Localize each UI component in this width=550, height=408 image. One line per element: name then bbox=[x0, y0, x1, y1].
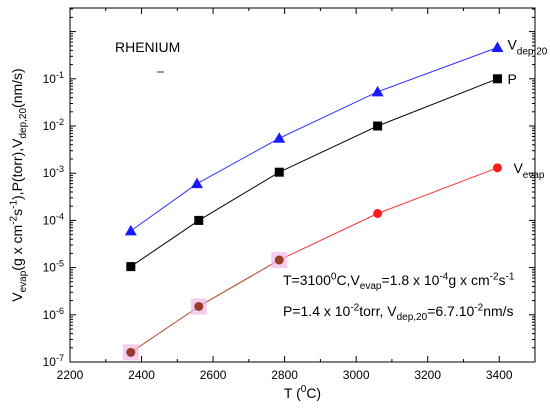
marker-triangle bbox=[371, 85, 384, 97]
x-tick-label: 3400 bbox=[486, 368, 513, 382]
x-tick-label: 3000 bbox=[343, 368, 370, 382]
y-axis-title-part: dep,20 bbox=[18, 108, 29, 139]
series-1-segment bbox=[130, 219, 200, 268]
series-1-label: P bbox=[507, 71, 516, 87]
y-tick-label: 10-4 bbox=[43, 211, 64, 227]
marker-square bbox=[492, 74, 502, 84]
marker-circle bbox=[492, 163, 502, 173]
marker-circle bbox=[126, 347, 136, 357]
series-1 bbox=[126, 74, 502, 272]
y-tick-label: 10-7 bbox=[43, 353, 64, 369]
annotation-line-2-part: P=1.4 x 10 bbox=[283, 303, 351, 319]
annotation-line-1-part: T=3100 bbox=[283, 272, 331, 288]
series-1-segment bbox=[198, 171, 280, 221]
y-axis-title-part: evap bbox=[18, 270, 29, 292]
series-2-segment bbox=[198, 259, 280, 307]
annotation-line-2-part: -2 bbox=[474, 303, 483, 314]
y-axis-title-part: s bbox=[9, 209, 25, 216]
marker-triangle bbox=[273, 132, 286, 143]
axes bbox=[69, 7, 536, 363]
series-0-segment bbox=[196, 137, 280, 185]
marker-square bbox=[194, 215, 204, 225]
annotation-title: RHENIUM bbox=[115, 39, 180, 55]
series-2-label: Vevap bbox=[513, 160, 544, 181]
y-axis-title: Vevap(g x cm-2s-1),P(torr),Vdep,20(nm/s) bbox=[9, 68, 30, 301]
plot-frame bbox=[69, 7, 536, 363]
annotation-line-1-part: =1.8 x 10 bbox=[381, 272, 439, 288]
y-axis-title-part: V bbox=[9, 292, 25, 302]
annotation-line-1-part: -1 bbox=[506, 272, 515, 283]
marker-circle bbox=[194, 301, 204, 311]
y-axis-title-part: ),P(torr),V bbox=[9, 138, 25, 200]
y-tick-label: 10-5 bbox=[43, 259, 64, 275]
annotation-line-1-part: evap bbox=[360, 281, 382, 292]
annotation-line-2-part: torr, V bbox=[359, 303, 397, 319]
series-layer bbox=[122, 41, 504, 361]
series-2 bbox=[122, 163, 502, 361]
labels: 2200 2400 2600 2800 3000 3200 3400 10-7 10-6 10-5… bbox=[9, 37, 548, 401]
y-axis-title-part: (nm/s) bbox=[9, 68, 25, 108]
series-1-segment bbox=[377, 78, 498, 127]
annotation-line-2-part: =6.7.10 bbox=[427, 303, 474, 319]
marker-triangle bbox=[491, 41, 504, 53]
series-0-label: Vdep,20 bbox=[507, 37, 547, 58]
annotation-line-1-part: s bbox=[499, 272, 506, 288]
series-2-segment bbox=[377, 167, 498, 214]
marker-square bbox=[373, 121, 383, 131]
x-axis-title: T (0C) bbox=[284, 384, 321, 401]
series-2-segment bbox=[130, 306, 200, 353]
y-axis-title-part: -2 bbox=[9, 215, 20, 224]
series-0 bbox=[124, 41, 504, 236]
x-tick-label: 2800 bbox=[271, 368, 298, 382]
annotation-line-1-part: -4 bbox=[439, 272, 448, 283]
annotation-line-2-part: -2 bbox=[350, 303, 359, 314]
marker-triangle bbox=[124, 224, 137, 236]
series-0-segment bbox=[377, 47, 498, 93]
annotation-line-1-part: C,V bbox=[336, 272, 360, 288]
x-tick-label: 2200 bbox=[57, 368, 84, 382]
x-tick-label: 3200 bbox=[414, 368, 441, 382]
annotation-line-1-part: g x cm bbox=[448, 272, 489, 288]
marker-square bbox=[274, 167, 284, 177]
y-axis-title-part: -1 bbox=[9, 200, 20, 209]
series-1-segment bbox=[279, 125, 378, 173]
x-tick-label: 2600 bbox=[200, 368, 227, 382]
x-tick-label: 2400 bbox=[128, 368, 155, 382]
annotation-line-1: T=31000C,Vevap=1.8 x 10-4g x cm-2s-1 bbox=[283, 272, 515, 293]
y-tick-label: 10-6 bbox=[43, 306, 64, 322]
marker-square bbox=[126, 262, 136, 272]
marker-triangle bbox=[190, 177, 203, 189]
y-axis-title-group: Vevap(g x cm-2s-1),P(torr),Vdep,20(nm/s) bbox=[9, 68, 30, 301]
marker-circle bbox=[274, 255, 284, 265]
annotation-line-2: P=1.4 x 10-2torr, Vdep,20=6.7.10-2nm/s bbox=[283, 303, 514, 324]
y-axis-title-part: (g x cm bbox=[9, 225, 25, 271]
y-tick-label: 10-1 bbox=[43, 70, 64, 86]
y-tick-label: 10-2 bbox=[43, 117, 64, 133]
marker-circle bbox=[373, 209, 383, 219]
series-2-segment bbox=[279, 213, 378, 261]
y-tick-label: 10-3 bbox=[43, 164, 64, 180]
series-0-segment bbox=[279, 91, 378, 139]
annotation-line-1-part: -2 bbox=[490, 272, 499, 283]
annotation-line-1-part: 0 bbox=[331, 272, 337, 283]
annotation-line-2-part: nm/s bbox=[483, 303, 513, 319]
annotation-line-2-part: dep,20 bbox=[397, 312, 428, 323]
series-0-segment bbox=[130, 183, 198, 232]
